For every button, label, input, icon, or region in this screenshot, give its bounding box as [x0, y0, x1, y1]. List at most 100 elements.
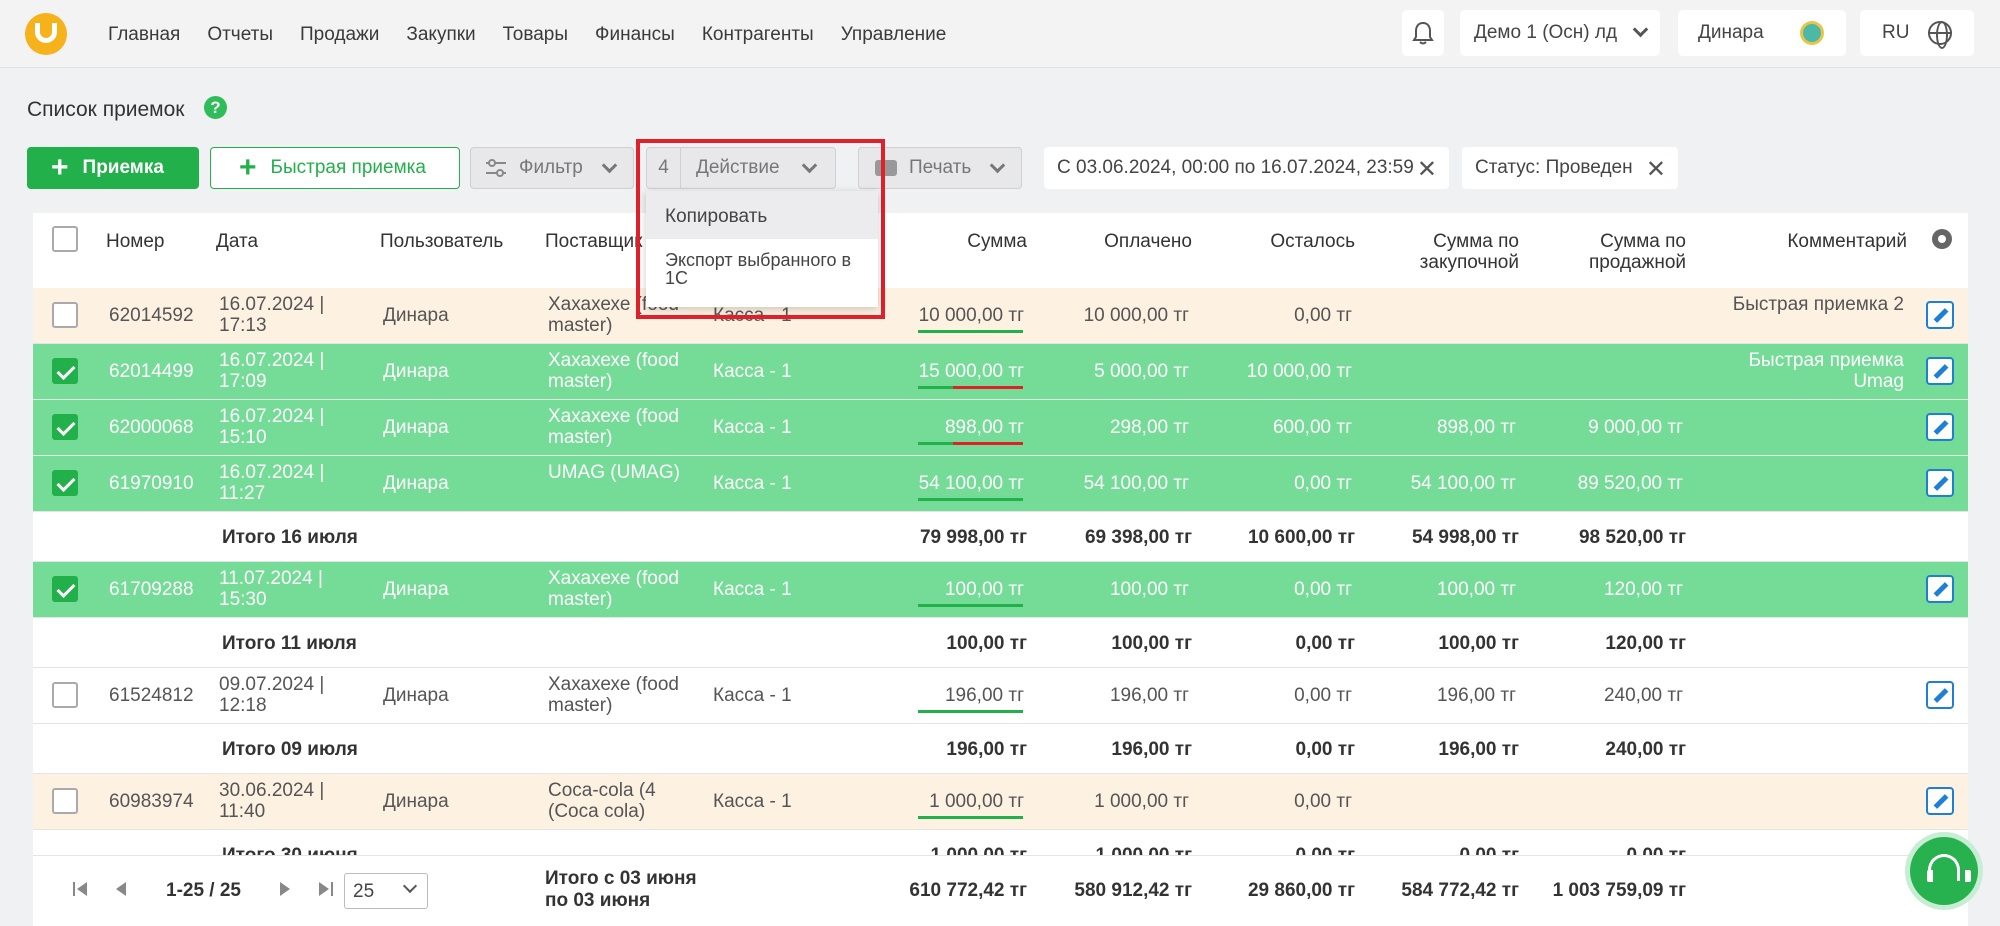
col-date[interactable]: Дата	[216, 231, 259, 252]
first-page-icon[interactable]	[73, 882, 87, 896]
row-sum: 100,00 тг	[944, 579, 1024, 600]
total-purchase: 196,00 тг	[1438, 739, 1519, 760]
receipt-number-link[interactable]: 62000068	[109, 417, 194, 438]
support-chat-button[interactable]	[1910, 837, 1978, 905]
avatar	[1800, 21, 1824, 45]
edit-icon[interactable]	[1926, 681, 1954, 709]
select-all-checkbox[interactable]	[52, 226, 78, 252]
edit-icon[interactable]	[1926, 787, 1954, 815]
row-sale: 240,00 тг	[1603, 685, 1683, 706]
row-checkbox[interactable]	[52, 788, 78, 814]
gear-icon[interactable]	[1932, 229, 1952, 249]
menu-item-export-1c[interactable]: Экспорт выбранного в 1С	[665, 250, 852, 288]
nav-contractors[interactable]: Контрагенты	[701, 24, 814, 45]
table-row[interactable]: 62014592 16.07.2024 | 17:13 Динара Хахахехе…	[33, 288, 1968, 344]
close-icon[interactable]: ✕	[1645, 156, 1666, 183]
nav-home[interactable]: Главная	[108, 24, 181, 45]
row-left: 10 000,00 тг	[1246, 361, 1352, 382]
nav-reports[interactable]: Отчеты	[207, 24, 274, 45]
row-checkbox[interactable]	[52, 576, 78, 602]
total-paid: 69 398,00 тг	[1084, 527, 1192, 548]
row-sum: 196,00 тг	[944, 685, 1024, 706]
row-sum: 10 000,00 тг	[918, 305, 1024, 326]
print-button[interactable]: Печать	[858, 147, 1022, 189]
col-sale-sum[interactable]: Сумма по продажной	[1588, 231, 1686, 273]
col-paid[interactable]: Оплачено	[1104, 231, 1192, 252]
quick-receipt-button[interactable]: + Быстрая приемка	[210, 147, 460, 189]
receipt-number-link[interactable]: 62014592	[109, 305, 194, 326]
edit-icon[interactable]	[1926, 575, 1954, 603]
footer-sum: 610 772,42 тг	[909, 880, 1027, 901]
row-checkbox[interactable]	[52, 358, 78, 384]
action-button[interactable]: 4 Действие	[646, 147, 836, 189]
col-sum[interactable]: Сумма	[967, 231, 1027, 252]
table-row[interactable]: 61970910 16.07.2024 | 11:27 Динара UMAG (UM…	[33, 456, 1968, 512]
payment-progress-bar	[918, 330, 1023, 333]
col-comment[interactable]: Комментарий	[1787, 231, 1907, 252]
app-logo[interactable]	[25, 13, 67, 55]
menu-item-copy[interactable]: Копировать	[646, 191, 878, 239]
day-total-row: Итого 16 июля 79 998,00 тг 69 398,00 тг 10 …	[33, 512, 1968, 562]
company-selector[interactable]: Демо 1 (Осн) лд	[1460, 10, 1660, 56]
row-supplier: Coca-cola (4 (Coca cola)	[548, 780, 656, 822]
nav-products[interactable]: Товары	[502, 24, 569, 45]
receipts-table: Номер Дата Пользователь Поставщик Сумма …	[33, 213, 1968, 855]
nav-purchases[interactable]: Закупки	[406, 24, 476, 45]
receipt-number-link[interactable]: 61709288	[109, 579, 194, 600]
nav-sales[interactable]: Продажи	[300, 24, 380, 45]
status-filter-chip[interactable]: Статус: Проведен ✕	[1462, 147, 1678, 189]
total-sale: 98 520,00 тг	[1578, 527, 1686, 548]
language-selector[interactable]: RU	[1860, 10, 1974, 56]
row-checkbox[interactable]	[52, 470, 78, 496]
prev-page-icon[interactable]	[116, 882, 126, 896]
plus-icon: +	[239, 151, 257, 184]
last-page-icon[interactable]	[319, 882, 333, 896]
receipt-number-link[interactable]: 61970910	[109, 473, 194, 494]
table-row[interactable]: 61709288 11.07.2024 | 15:30 Динара Хахахехе…	[33, 562, 1968, 618]
edit-icon[interactable]	[1926, 301, 1954, 329]
user-menu[interactable]: Динара	[1678, 10, 1846, 56]
per-page-select[interactable]: 25	[344, 873, 428, 909]
payment-progress-bar	[918, 442, 1023, 445]
col-left[interactable]: Осталось	[1270, 231, 1355, 252]
table-row[interactable]: 62000068 16.07.2024 | 15:10 Динара Хахахехе…	[33, 400, 1968, 456]
nav-finance[interactable]: Финансы	[595, 24, 675, 45]
help-icon[interactable]: ?	[204, 96, 227, 119]
row-purchase: 196,00 тг	[1436, 685, 1516, 706]
col-supplier[interactable]: Поставщик	[545, 231, 643, 252]
table-row[interactable]: 61524812 09.07.2024 | 12:18 Динара Хахахехе…	[33, 668, 1968, 724]
row-checkbox[interactable]	[52, 414, 78, 440]
col-user[interactable]: Пользователь	[380, 231, 504, 252]
receipt-number-link[interactable]: 61524812	[109, 685, 194, 706]
row-user: Динара	[383, 473, 449, 494]
filter-button[interactable]: Фильтр	[470, 147, 634, 189]
row-checkbox[interactable]	[52, 302, 78, 328]
main-nav: Главная Отчеты Продажи Закупки Товары Фи…	[108, 24, 973, 46]
payment-progress-bar	[918, 816, 1023, 819]
footer-paid: 580 912,42 тг	[1074, 880, 1192, 901]
total-sum: 100,00 тг	[946, 633, 1027, 654]
close-icon[interactable]: ✕	[1416, 156, 1437, 183]
pagination-range: 1-25 / 25	[166, 880, 241, 901]
date-filter-chip[interactable]: С 03.06.2024, 00:00 по 16.07.2024, 23:59…	[1044, 147, 1449, 189]
row-checkbox[interactable]	[52, 682, 78, 708]
table-row[interactable]: 60983974 30.06.2024 | 11:40 Динара Coca-col…	[33, 774, 1968, 830]
col-number[interactable]: Номер	[106, 231, 165, 252]
notifications-button[interactable]	[1402, 10, 1444, 56]
total-purchase: 0,00 тг	[1363, 845, 1519, 855]
table-row[interactable]: 62014499 16.07.2024 | 17:09 Динара Хахахехе…	[33, 344, 1968, 400]
next-page-icon[interactable]	[280, 882, 290, 896]
nav-management[interactable]: Управление	[840, 24, 947, 45]
col-purchase-sum[interactable]: Сумма по закупочной	[1419, 231, 1519, 273]
row-supplier: Хахахехе (food master)	[548, 406, 679, 448]
edit-icon[interactable]	[1926, 413, 1954, 441]
add-receipt-button[interactable]: + Приемка	[27, 147, 199, 189]
total-purchase: 54 998,00 тг	[1411, 527, 1519, 548]
receipt-number-link[interactable]: 62014499	[109, 361, 194, 382]
edit-icon[interactable]	[1926, 469, 1954, 497]
total-sum: 79 998,00 тг	[919, 527, 1027, 548]
edit-icon[interactable]	[1926, 357, 1954, 385]
globe-icon	[1928, 21, 1952, 49]
row-date: 16.07.2024 | 15:10	[219, 406, 325, 448]
receipt-number-link[interactable]: 60983974	[109, 791, 194, 812]
